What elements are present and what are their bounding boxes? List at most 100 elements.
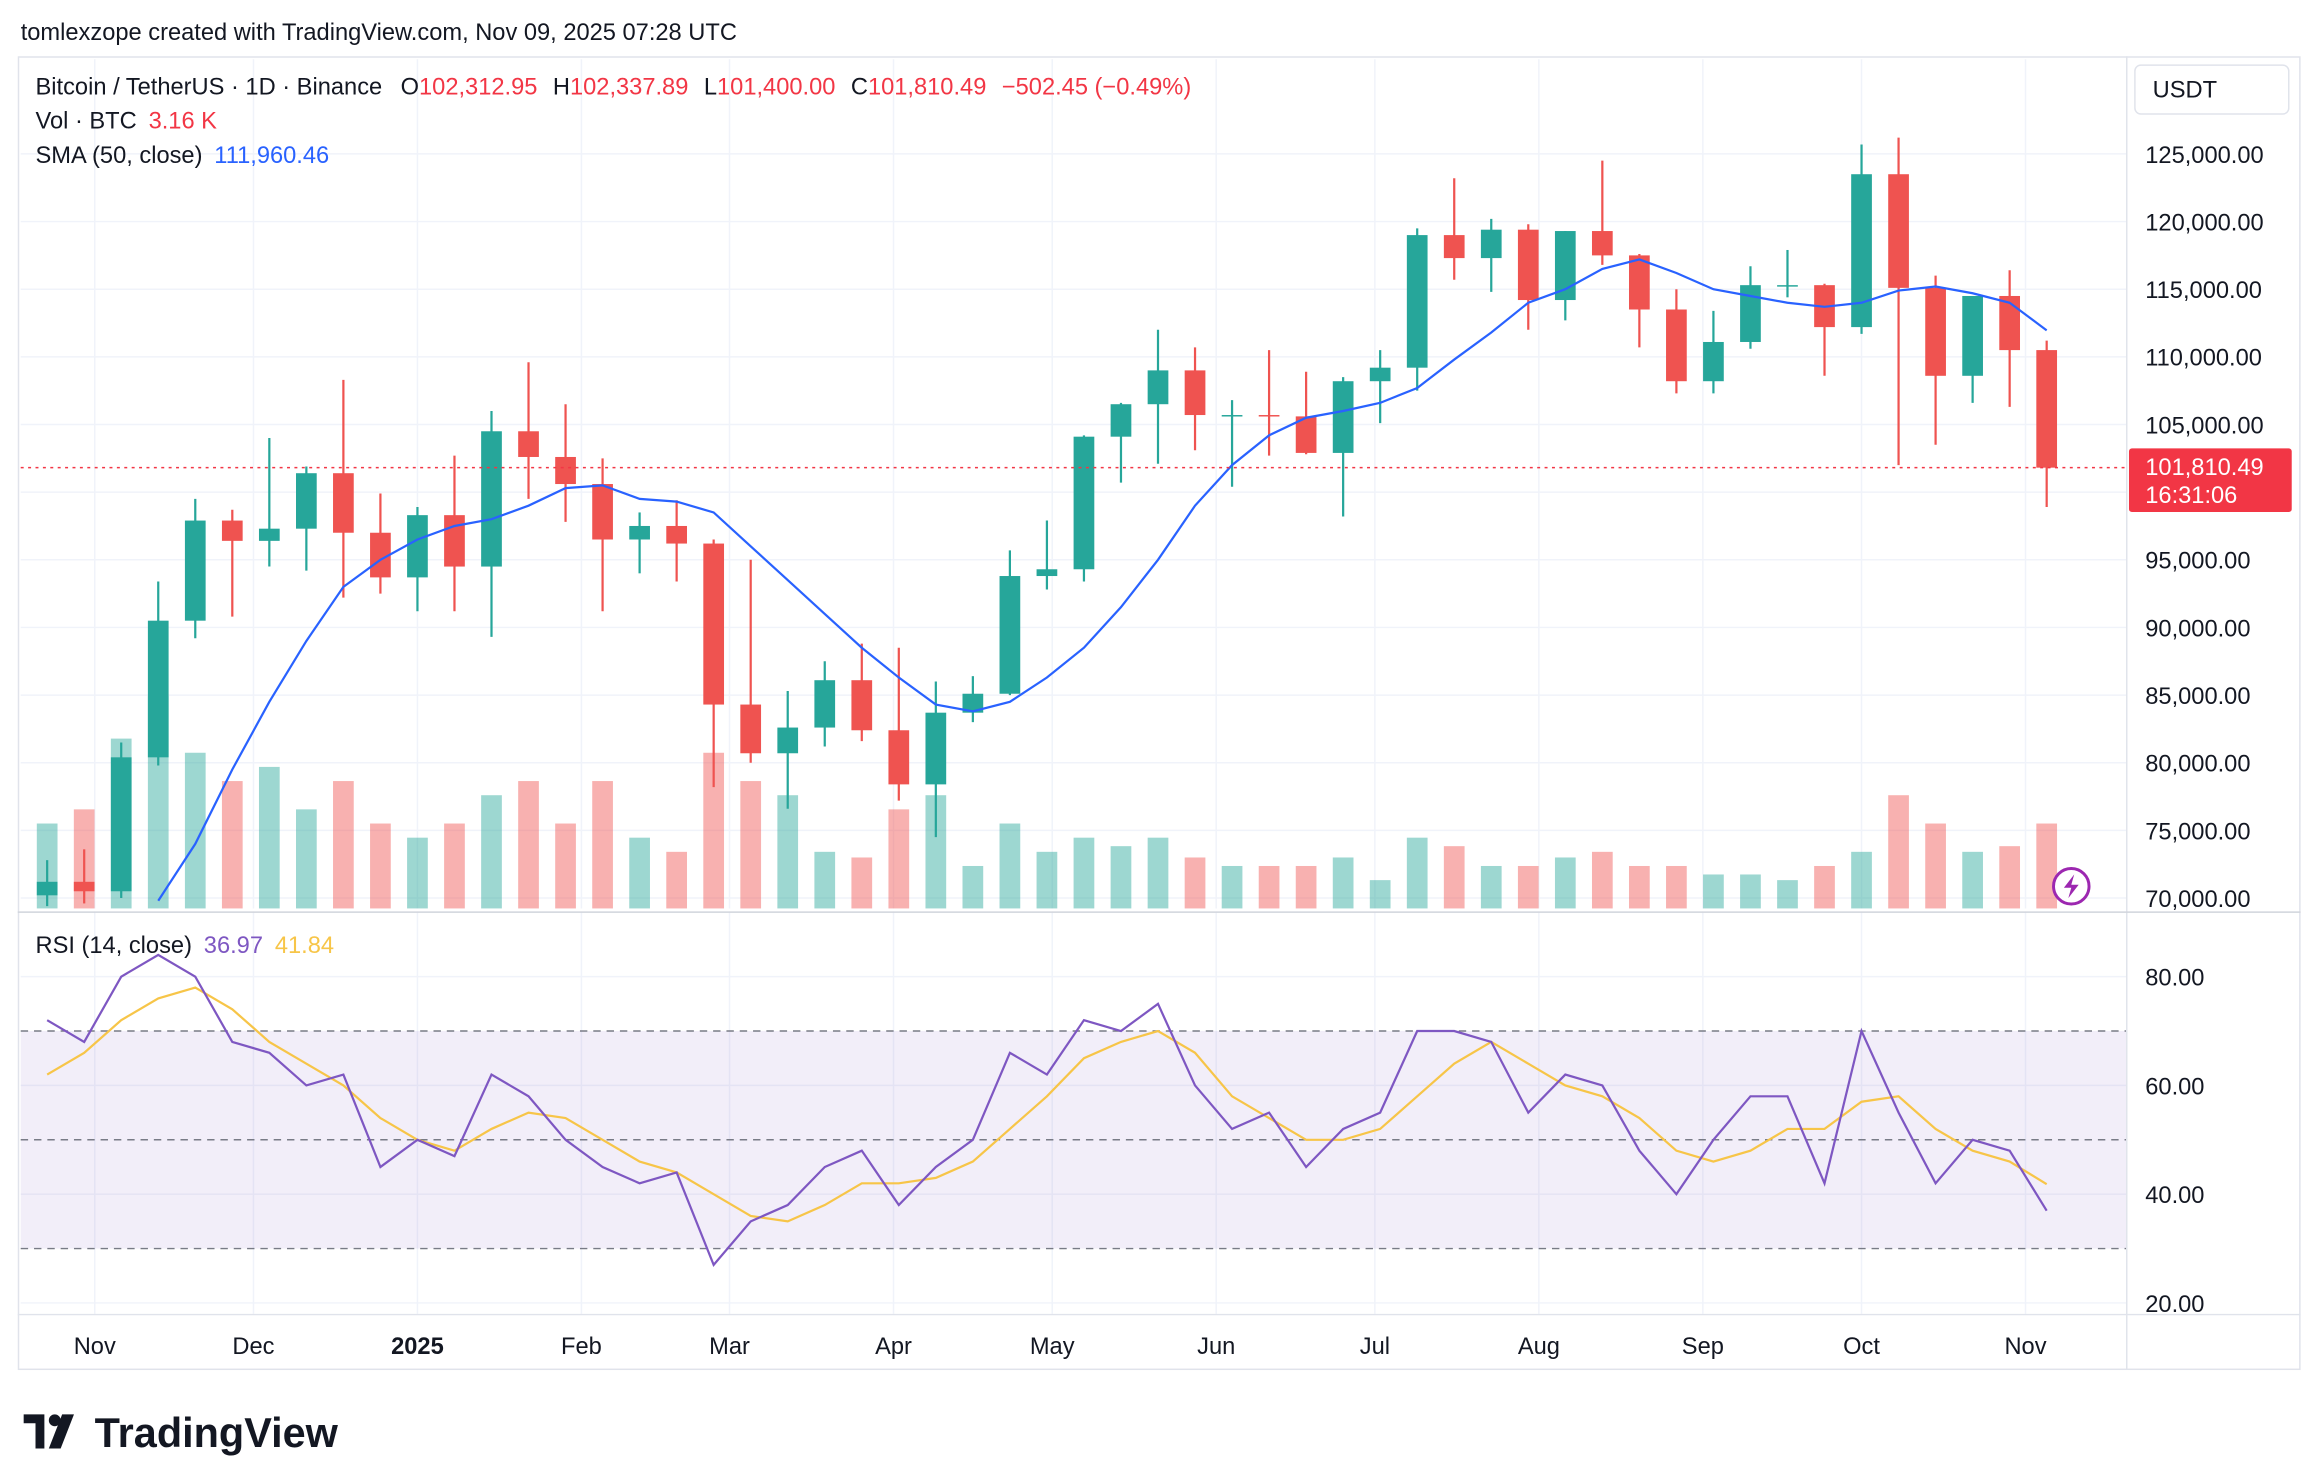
volume-bar	[1332, 857, 1354, 909]
candle-body	[666, 525, 687, 544]
volume-bar	[666, 851, 687, 909]
candle-body	[740, 704, 762, 754]
candle-body	[555, 456, 576, 485]
candle-body	[1851, 174, 1872, 328]
candle-body	[1221, 415, 1243, 417]
volume-bar	[629, 837, 650, 909]
volume-bar	[444, 823, 465, 909]
candle-body	[110, 757, 132, 892]
rsi-ma-line	[46, 986, 2048, 1223]
candle-body	[1258, 415, 1280, 417]
currency-box[interactable]	[2134, 64, 2290, 115]
volume-bar	[370, 823, 391, 909]
candle-body	[703, 543, 725, 705]
volume-bar	[1369, 880, 1391, 909]
candle-body	[851, 680, 873, 731]
ohlc-key: L	[704, 75, 717, 101]
last-price-box	[2128, 448, 2292, 513]
candle-body	[1554, 231, 1576, 301]
candle-body	[481, 431, 502, 567]
y-tick-label: 115,000.00	[2145, 278, 2262, 304]
volume-bar	[925, 795, 947, 909]
rsi-ma-value: 41.84	[275, 933, 334, 959]
candle-body	[1666, 309, 1687, 382]
volume-bar	[1629, 865, 1650, 909]
volume-bar	[555, 823, 576, 909]
volume-bar	[2036, 823, 2058, 909]
candle-body	[814, 680, 836, 728]
y-tick-label: 85,000.00	[2145, 684, 2250, 710]
candle-body	[1147, 370, 1169, 405]
candle-body	[777, 727, 799, 754]
volume-bar	[333, 781, 354, 909]
volume-bar	[888, 809, 910, 909]
x-tick-label: Aug	[1518, 1334, 1560, 1360]
candle-body	[1406, 235, 1428, 368]
y-tick-label: 95,000.00	[2145, 549, 2250, 575]
x-tick-label: 2025	[391, 1334, 444, 1360]
volume-bar	[1073, 837, 1095, 909]
volume-bar	[1666, 865, 1687, 909]
candle-body	[629, 525, 650, 540]
y-tick-label: 90,000.00	[2145, 616, 2250, 642]
y-tick-label: 75,000.00	[2145, 819, 2250, 845]
volume-value: 3.16 K	[149, 109, 218, 135]
y-tick-label: 40.00	[2145, 1183, 2204, 1209]
frame	[17, 56, 2301, 1371]
candle-body	[1591, 231, 1613, 256]
volume-bar	[1295, 865, 1317, 909]
candle-body	[444, 515, 465, 567]
volume-bar	[1110, 846, 1132, 909]
candle-body	[1332, 381, 1354, 453]
candle-body	[370, 532, 391, 578]
volume-bar	[296, 809, 317, 909]
volume-bar	[1591, 851, 1613, 909]
ohlc-value: 102,312.95	[419, 75, 537, 101]
y-tick-label: 60.00	[2145, 1074, 2204, 1100]
candle-body	[1629, 255, 1650, 310]
logo-mark	[23, 1414, 45, 1449]
brand: TradingView	[95, 1410, 339, 1456]
candle-body	[999, 576, 1021, 694]
countdown: 16:31:06	[2145, 483, 2237, 509]
sma-value: 111,960.46	[214, 143, 329, 169]
volume-bar	[221, 781, 243, 909]
change: −502.45 (−0.49%)	[1002, 75, 1191, 101]
volume-bar	[1740, 874, 1761, 909]
volume-bar	[1851, 851, 1872, 909]
candle-body	[1517, 229, 1539, 301]
ohlc-value: 102,337.89	[570, 75, 688, 101]
candle-body	[36, 881, 58, 896]
x-tick-label: Jun	[1197, 1334, 1235, 1360]
volume-bar	[740, 781, 762, 909]
volume-bar	[184, 752, 206, 909]
volume-bar	[962, 865, 984, 909]
ohlc-key: C	[851, 75, 868, 101]
candle-body	[1999, 295, 2021, 351]
candle-body	[1443, 235, 1465, 259]
candle-body	[407, 515, 428, 578]
last-price-label: 101,810.49	[2145, 455, 2263, 481]
candle-body	[1925, 287, 1946, 376]
rsi-value: 36.97	[204, 933, 263, 959]
x-tick-label: Dec	[232, 1334, 274, 1360]
x-tick-label: Apr	[875, 1334, 912, 1360]
y-tick-label: 110,000.00	[2145, 346, 2262, 372]
attribution: tomlexzope created with TradingView.com,…	[21, 20, 737, 46]
candle-body	[1073, 436, 1095, 570]
volume-bar	[814, 851, 836, 909]
candle-body	[221, 520, 243, 541]
volume-bar	[1221, 865, 1243, 909]
volume-bar	[1036, 851, 1058, 909]
legend-volume: Vol · BTC 3.16 K	[36, 109, 218, 135]
volume-bar	[703, 752, 725, 909]
legend-rsi: RSI (14, close) 36.97 41.84	[36, 933, 335, 959]
marks	[20, 137, 2127, 1267]
x-tick-label: Feb	[561, 1334, 602, 1360]
logo: TradingView	[23, 1410, 339, 1456]
volume-bar	[481, 795, 502, 909]
ohlc-value: 101,400.00	[717, 75, 835, 101]
candle-body	[184, 520, 206, 621]
